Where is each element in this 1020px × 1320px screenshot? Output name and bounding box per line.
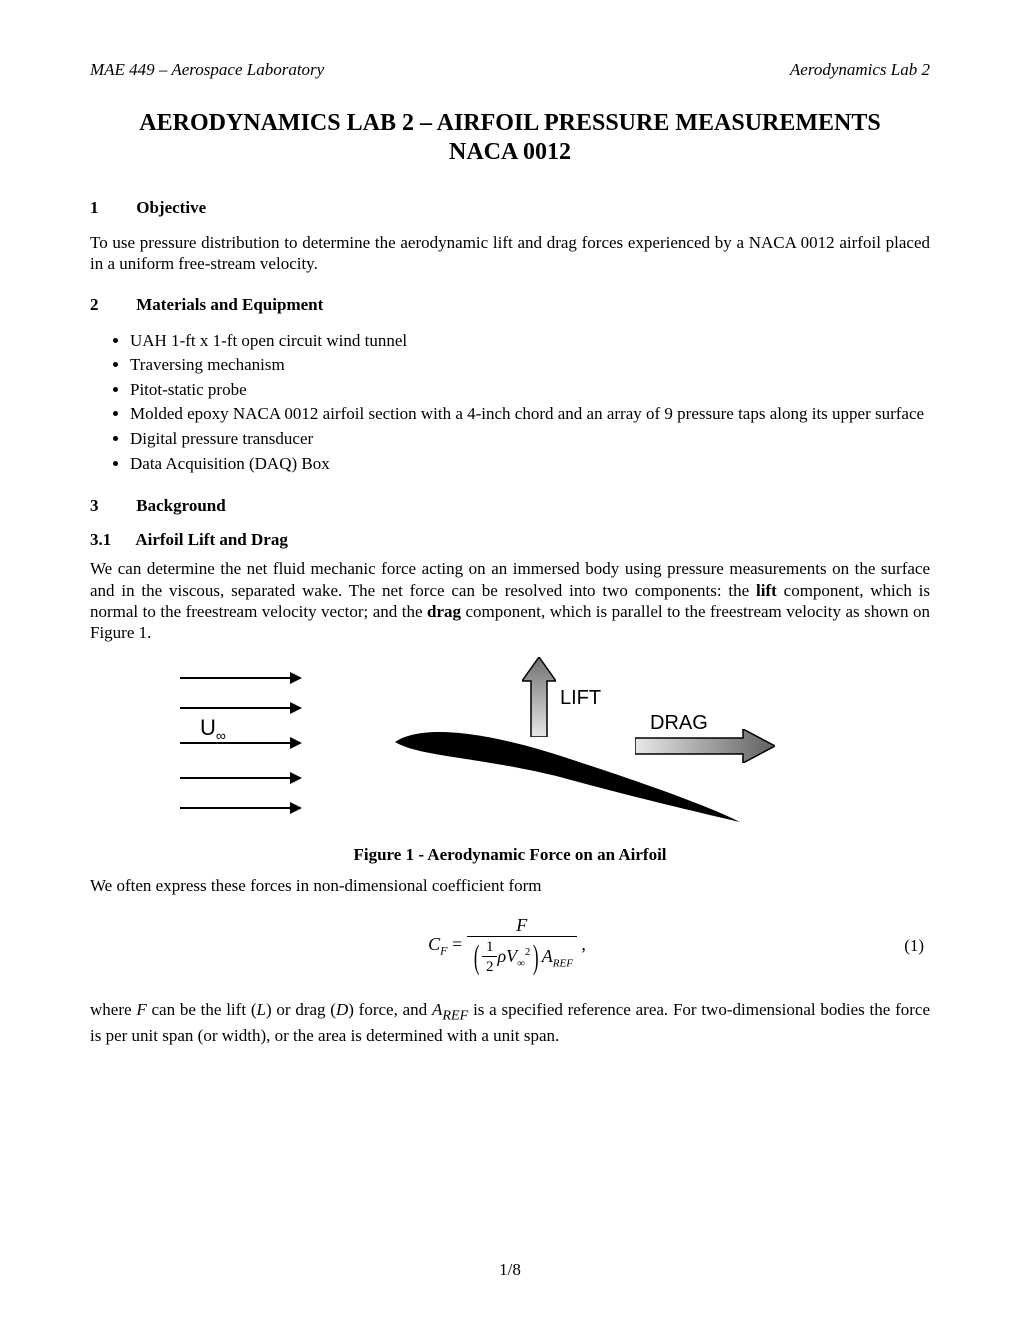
flow-arrow-icon — [180, 707, 300, 709]
section-1-title: Objective — [136, 198, 206, 217]
document-title-line2: NACA 0012 — [90, 139, 930, 166]
flow-arrow-icon — [180, 677, 300, 679]
section-1-heading: 1 Objective — [90, 198, 930, 218]
section-3-1-heading: 3.1 Airfoil Lift and Drag — [90, 530, 930, 550]
figure-1: U∞ LIFT — [160, 657, 860, 837]
lift-arrow-icon — [522, 657, 556, 737]
equation-1: CF = F ( 1 2 ρV∞2)AREF , (1) — [90, 915, 930, 977]
equipment-list: UAH 1-ft x 1-ft open circuit wind tunnel… — [130, 329, 930, 477]
after-figure-paragraph: We often express these forces in non-dim… — [90, 875, 930, 896]
list-item: Digital pressure transducer — [130, 427, 930, 452]
section-3-1-title: Airfoil Lift and Drag — [135, 530, 288, 549]
list-item: Data Acquisition (DAQ) Box — [130, 452, 930, 477]
page-number: 1/8 — [0, 1260, 1020, 1280]
section-3-number: 3 — [90, 496, 132, 516]
header-right: Aerodynamics Lab 2 — [790, 60, 930, 80]
section-2-title: Materials and Equipment — [136, 295, 323, 314]
figure-1-caption: Figure 1 - Aerodynamic Force on an Airfo… — [90, 845, 930, 865]
section-1-number: 1 — [90, 198, 132, 218]
flow-arrow-icon — [180, 807, 300, 809]
objective-paragraph: To use pressure distribution to determin… — [90, 232, 930, 275]
drag-label: DRAG — [650, 712, 708, 735]
equation-body: CF = F ( 1 2 ρV∞2)AREF , — [428, 915, 586, 977]
list-item: UAH 1-ft x 1-ft open circuit wind tunnel — [130, 329, 930, 354]
final-paragraph: where F can be the lift (L) or drag (D) … — [90, 999, 930, 1046]
section-3-title: Background — [136, 496, 225, 515]
section-3-heading: 3 Background — [90, 496, 930, 516]
header-left: MAE 449 – Aerospace Laboratory — [90, 60, 324, 80]
page: MAE 449 – Aerospace Laboratory Aerodynam… — [0, 0, 1020, 1320]
equation-1-number: (1) — [586, 936, 930, 956]
flow-arrow-icon — [180, 777, 300, 779]
page-header: MAE 449 – Aerospace Laboratory Aerodynam… — [90, 60, 930, 80]
background-paragraph-1: We can determine the net fluid mechanic … — [90, 558, 930, 643]
list-item: Pitot-static probe — [130, 378, 930, 403]
freestream-velocity-label: U∞ — [200, 715, 226, 743]
section-3-1-number: 3.1 — [90, 530, 132, 550]
section-2-number: 2 — [90, 295, 132, 315]
flow-arrow-icon — [180, 742, 300, 744]
document-title-line1: AERODYNAMICS LAB 2 – AIRFOIL PRESSURE ME… — [90, 110, 930, 137]
lift-label: LIFT — [560, 687, 601, 710]
section-2-heading: 2 Materials and Equipment — [90, 295, 930, 315]
list-item: Molded epoxy NACA 0012 airfoil section w… — [130, 402, 930, 427]
list-item: Traversing mechanism — [130, 353, 930, 378]
